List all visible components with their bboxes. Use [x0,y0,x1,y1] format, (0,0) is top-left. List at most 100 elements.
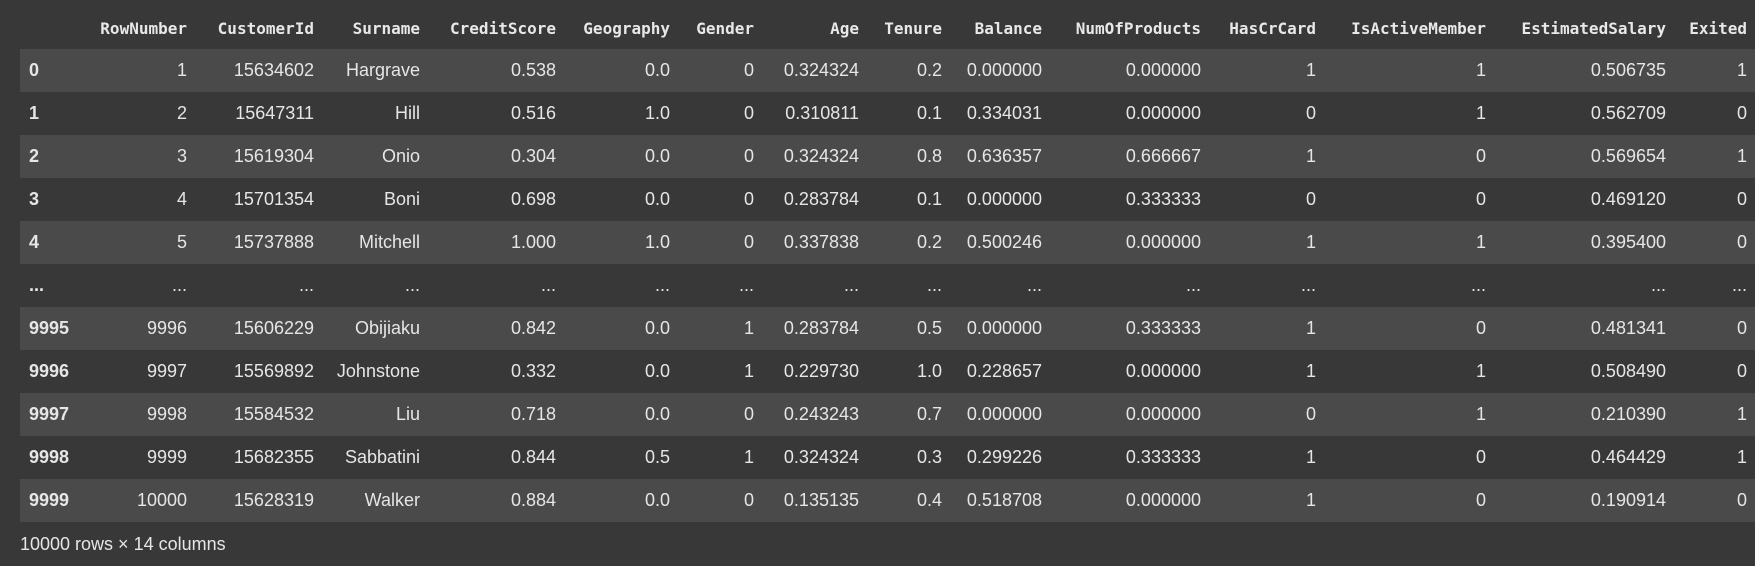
table-cell: 0.000000 [966,318,1042,338]
table-cell: 0.5 [644,447,670,467]
table-cell: 0.636357 [966,146,1042,166]
table-cell: 0.228657 [966,361,1042,381]
row-index: ... [29,275,45,295]
table-cell: 1.0 [644,232,670,252]
table-cell: ... [843,275,859,295]
table-cell: 15647311 [235,103,314,123]
table-cell: 0.666667 [1125,146,1201,166]
table-cell: 0.562709 [1590,103,1666,123]
table-row: 4 5 15737888 Mitchell 1.000 1.0 0 0.337838 0.2 0.… [20,221,1755,264]
table-cell: 0 [1305,404,1316,424]
table-cell: 0.0 [644,361,670,381]
table-cell: 1 [1305,447,1316,467]
table-cell: 15584532 [233,404,314,424]
table-cell: 9997 [146,361,187,381]
column-header: Surname [352,19,420,38]
table-cell: 0.000000 [1125,232,1201,252]
table-cell: 15682355 [233,447,314,467]
table-cell: 0.0 [644,146,670,166]
column-header: CreditScore [450,19,556,38]
table-cell: 0.8 [916,146,942,166]
table-cell: ... [404,275,420,295]
table-cell: 1 [1305,60,1316,80]
table-cell: ... [1470,275,1486,295]
table-cell: 0.0 [644,189,670,209]
table-cell: 2 [176,103,187,123]
table-cell: 0.337838 [783,232,859,252]
table-cell: ... [1300,275,1316,295]
row-index: 9996 [29,361,70,381]
table-cell: 1 [743,361,754,381]
table-cell: 0.506735 [1590,60,1666,80]
column-header: HasCrCard [1229,19,1316,38]
table-cell: 15619304 [233,146,314,166]
row-index: 0 [29,60,40,80]
table-row: ........................................… [20,264,1755,307]
table-cell: 0.884 [510,490,556,510]
table-cell: 0.000000 [966,60,1042,80]
table-cell: ... [738,275,754,295]
table-cell: 1 [1305,232,1316,252]
table-cell: 0 [1736,361,1747,381]
table-cell: 0.000000 [1125,490,1201,510]
table-cell: 0 [743,146,754,166]
table-cell: 0.538 [510,60,556,80]
header-row: RowNumber CustomerId Surname CreditScore… [20,8,1755,49]
table-row: 9995 9996 15606229 Obijiaku 0.842 0.0 1 0.28378… [20,307,1755,350]
table-cell: 3 [176,146,187,166]
table-cell: 0 [1475,447,1486,467]
table-cell: 0 [1475,318,1486,338]
column-header: EstimatedSalary [1521,19,1667,38]
table-cell: ... [1026,275,1042,295]
table-row: 1 2 15647311 Hill 0.516 1.0 0 0.310811 0.1 0.3340… [20,92,1755,135]
table-cell: ... [1185,275,1201,295]
table-cell: 0.000000 [1125,60,1201,80]
row-index: 2 [29,146,40,166]
table-cell: 0.518708 [966,490,1042,510]
column-header: RowNumber [100,19,187,38]
table-cell: 1.0 [644,103,670,123]
table-cell: 0.718 [510,404,556,424]
table-cell: 0.333333 [1125,318,1201,338]
table-cell: 0.2 [916,232,942,252]
table-cell: 15701354 [233,189,314,209]
table-cell: Hargrave [345,60,420,80]
table-cell: 0.844 [510,447,556,467]
table-row: 9996 9997 15569892 Johnstone 0.332 0.0 1 0.2297… [20,350,1755,393]
table-cell: 0.481341 [1590,318,1666,338]
table-cell: 10000 [136,490,187,510]
table-cell: 0.333333 [1125,189,1201,209]
table-row: 0 1 15634602 Hargrave 0.538 0.0 0 0.324324 0.2 0.… [20,49,1755,92]
table-cell: 0 [743,232,754,252]
table-cell: 1 [1305,361,1316,381]
row-index: 9995 [29,318,70,338]
table-cell: 0.210390 [1590,404,1666,424]
table-cell: 0.000000 [1125,103,1201,123]
table-cell: ... [1731,275,1747,295]
table-cell: 0 [1475,146,1486,166]
table-cell: 0 [743,103,754,123]
table-cell: 0.516 [510,103,556,123]
table-cell: 0.842 [510,318,556,338]
table-cell: 5 [176,232,187,252]
table-cell: 0.190914 [1590,490,1666,510]
table-cell: 1 [1305,490,1316,510]
table-cell: 1 [1736,447,1747,467]
table-cell: 0.5 [916,318,942,338]
row-index: 9999 [29,490,70,510]
dataframe-table: RowNumber CustomerId Surname CreditScore… [20,8,1755,522]
table-cell: 1 [1475,232,1486,252]
table-cell: ... [1650,275,1666,295]
table-cell: 1 [176,60,187,80]
table-cell: 0.0 [644,318,670,338]
table-cell: 0.569654 [1590,146,1666,166]
table-cell: 0 [1736,189,1747,209]
column-header: NumOfProducts [1075,19,1201,38]
table-cell: 1 [1305,146,1316,166]
table-cell: Johnstone [336,361,420,381]
table-cell: 0 [743,490,754,510]
table-cell: 0 [1305,189,1316,209]
table-cell: Hill [395,103,420,123]
table-cell: 9999 [146,447,187,467]
